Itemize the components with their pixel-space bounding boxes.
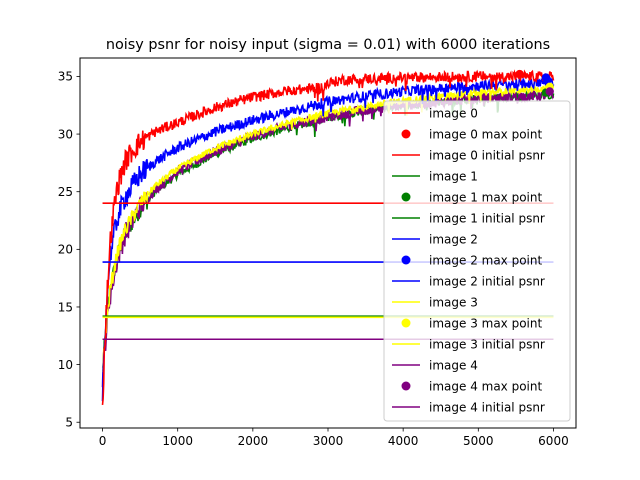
legend-dot-swatch xyxy=(401,381,411,391)
legend-label: image 3 max point xyxy=(429,316,542,330)
x-tick-label: 3000 xyxy=(313,434,344,448)
x-tick-label: 4000 xyxy=(388,434,419,448)
legend-label: image 4 max point xyxy=(429,379,542,393)
legend-label: image 2 initial psnr xyxy=(429,274,545,288)
legend-label: image 0 initial psnr xyxy=(429,148,545,162)
x-tick-label: 6000 xyxy=(538,434,569,448)
y-tick-label: 5 xyxy=(65,416,73,430)
max-point-image-4 xyxy=(545,87,554,96)
max-point-image-0 xyxy=(515,69,524,79)
legend-dot-swatch xyxy=(401,192,411,202)
y-tick-label: 25 xyxy=(58,185,73,199)
legend-label: image 4 xyxy=(429,358,478,372)
y-tick-label: 15 xyxy=(58,300,73,314)
x-tick-label: 2000 xyxy=(238,434,269,448)
legend-dot-swatch xyxy=(401,129,411,139)
chart-title: noisy psnr for noisy input (sigma = 0.01… xyxy=(106,37,550,53)
x-tick-label: 1000 xyxy=(162,434,193,448)
legend-label: image 1 max point xyxy=(429,190,542,204)
legend-label: image 0 max point xyxy=(429,127,542,141)
x-tick-label: 5000 xyxy=(463,434,494,448)
legend-label: image 2 max point xyxy=(429,253,542,267)
legend-label: image 3 xyxy=(429,295,478,309)
series-line-image-0 xyxy=(101,69,555,405)
legend-box xyxy=(383,100,571,422)
x-tick-label: 0 xyxy=(99,434,107,448)
legend: image 0 image 0 max point image 0 initial … xyxy=(383,100,571,422)
series-line-image-4 xyxy=(101,88,555,388)
legend-label: image 3 initial psnr xyxy=(429,337,545,351)
y-tick-label: 30 xyxy=(58,127,73,141)
series-line-image-3 xyxy=(101,82,554,375)
y-tick-label: 20 xyxy=(58,243,73,257)
y-tick-label: 10 xyxy=(58,358,73,372)
legend-label: image 0 xyxy=(429,106,478,120)
legend-label: image 2 xyxy=(429,232,478,246)
legend-label: image 4 initial psnr xyxy=(429,400,545,414)
legend-label: image 1 xyxy=(429,169,478,183)
legend-dot-swatch xyxy=(401,255,411,265)
legend-dot-swatch xyxy=(401,318,411,328)
x-axis: 0 1000 2000 3000 4000 5000 6000 xyxy=(99,428,569,448)
legend-label: image 1 initial psnr xyxy=(429,211,545,225)
series-line-image-2 xyxy=(101,76,555,402)
y-tick-label: 35 xyxy=(58,70,73,84)
max-point-image-2 xyxy=(541,73,551,82)
y-axis: 5 10 15 20 25 30 35 xyxy=(58,70,80,430)
